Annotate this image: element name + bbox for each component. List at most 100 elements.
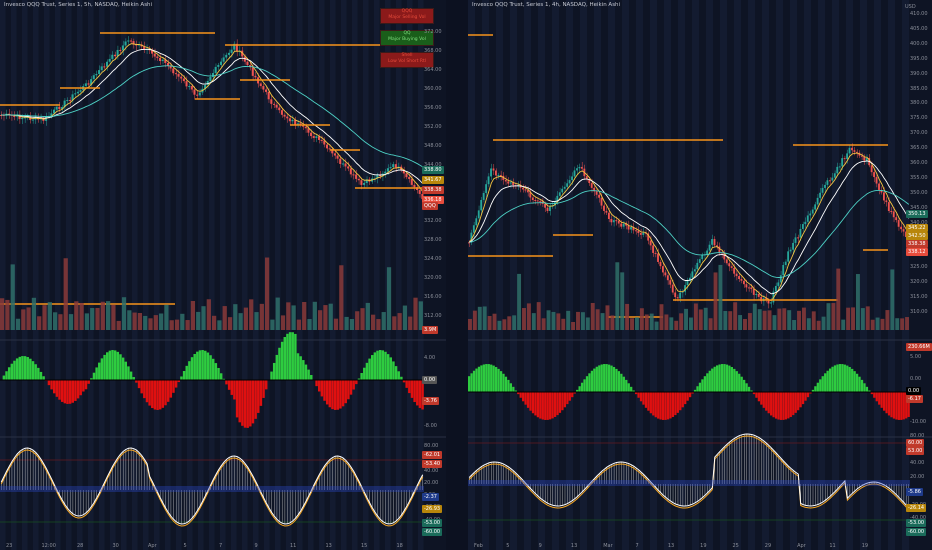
price-axis-label: 340.00 xyxy=(910,219,928,226)
momentum-bar xyxy=(556,392,559,416)
momentum-bar xyxy=(468,376,471,392)
volume-bar xyxy=(265,257,270,330)
candle-body xyxy=(283,114,286,117)
session-band xyxy=(165,0,171,550)
candle-body xyxy=(828,180,831,182)
momentum-bar xyxy=(639,392,643,402)
volume-bar xyxy=(836,268,841,330)
price-axis-label: 355.00 xyxy=(910,174,928,181)
momentum-bar xyxy=(792,392,795,416)
volume-bar xyxy=(15,318,21,330)
volume-bar xyxy=(821,316,826,330)
candle-body xyxy=(507,181,510,184)
candle-body xyxy=(882,192,885,201)
candle-body xyxy=(355,174,358,179)
candle-body xyxy=(185,81,188,87)
session-band xyxy=(407,0,413,550)
price-axis-label: 5.00 xyxy=(910,354,922,360)
momentum-bar xyxy=(177,380,180,383)
price-axis-label: 350.00 xyxy=(910,189,928,196)
candle-body xyxy=(251,67,254,76)
volume-bar xyxy=(639,308,644,330)
candle-body xyxy=(172,68,175,74)
momentum-bar xyxy=(760,392,763,405)
momentum-bar xyxy=(634,392,638,395)
momentum-bar xyxy=(378,350,382,380)
candle-body xyxy=(848,147,851,154)
candle-body xyxy=(204,84,207,89)
volume-bar xyxy=(312,301,317,330)
candle-body xyxy=(55,106,58,110)
right-chart-panel[interactable]: Invesco QQQ Trust, Series 1, 4h, NASDAQ,… xyxy=(468,0,932,550)
session-band xyxy=(396,0,402,550)
momentum-bar xyxy=(410,380,414,398)
volume-bar xyxy=(47,302,52,330)
momentum-bar xyxy=(204,350,207,380)
momentum-bar xyxy=(87,380,90,384)
volume-bar xyxy=(531,313,536,330)
volume-bar xyxy=(169,320,174,330)
momentum-bar xyxy=(610,365,613,392)
candle-body xyxy=(410,178,413,185)
volume-bar xyxy=(728,311,733,330)
volume-bar xyxy=(487,315,492,330)
candle-body xyxy=(71,94,74,101)
momentum-bar xyxy=(180,376,183,380)
candle-body xyxy=(590,183,593,188)
price-tag: -60.00 xyxy=(906,528,927,536)
momentum-bar xyxy=(561,392,564,411)
momentum-bar xyxy=(26,357,29,380)
momentum-bar xyxy=(365,362,369,380)
momentum-bar xyxy=(522,392,525,402)
momentum-bar xyxy=(779,392,783,420)
momentum-bar xyxy=(166,380,170,402)
volume-bar xyxy=(286,302,291,330)
candle-body xyxy=(816,197,819,205)
session-band xyxy=(552,0,559,550)
time-axis-label: 11 xyxy=(290,543,297,549)
session-band xyxy=(33,0,39,550)
left-chart-panel[interactable]: Invesco QQQ Trust, Series 1, 5h, NASDAQ,… xyxy=(0,0,446,550)
momentum-bar xyxy=(585,376,589,392)
candle-body xyxy=(299,123,302,125)
panel-divider[interactable] xyxy=(446,0,468,550)
momentum-bar xyxy=(745,383,748,392)
session-band xyxy=(678,0,685,550)
candle-body xyxy=(341,163,344,165)
candle-body xyxy=(164,59,167,63)
candle-body xyxy=(267,91,270,100)
session-band xyxy=(748,0,755,550)
candle-body xyxy=(153,53,156,57)
candle-body xyxy=(620,223,623,227)
momentum-bar xyxy=(275,354,279,380)
left-chart-canvas[interactable] xyxy=(0,0,446,550)
volume-bar xyxy=(634,317,639,330)
candle-body xyxy=(757,293,760,297)
momentum-bar xyxy=(402,380,406,383)
momentum-bar xyxy=(502,373,505,392)
candle-body xyxy=(897,220,900,227)
momentum-bar xyxy=(674,392,677,416)
momentum-bar xyxy=(698,382,702,392)
candle-body xyxy=(558,192,561,196)
candle-body xyxy=(339,158,342,164)
candle-body xyxy=(789,249,792,252)
momentum-bar xyxy=(801,392,805,405)
candle-body xyxy=(534,200,537,202)
momentum-bar xyxy=(132,377,135,380)
momentum-bar xyxy=(470,373,473,392)
momentum-bar xyxy=(352,380,355,390)
momentum-bar xyxy=(563,392,567,408)
session-band xyxy=(176,0,182,550)
volume-bar xyxy=(106,301,111,330)
candle-body xyxy=(679,292,682,299)
volume-bar xyxy=(339,265,344,330)
time-axis-label: 7 xyxy=(219,543,223,549)
volume-bar xyxy=(402,305,408,330)
right-chart-canvas[interactable] xyxy=(468,0,932,550)
momentum-bar xyxy=(82,380,85,392)
price-axis-label: 390.00 xyxy=(910,70,928,77)
volume-bar xyxy=(143,315,148,330)
candle-body xyxy=(568,180,571,184)
candle-body xyxy=(132,41,135,45)
